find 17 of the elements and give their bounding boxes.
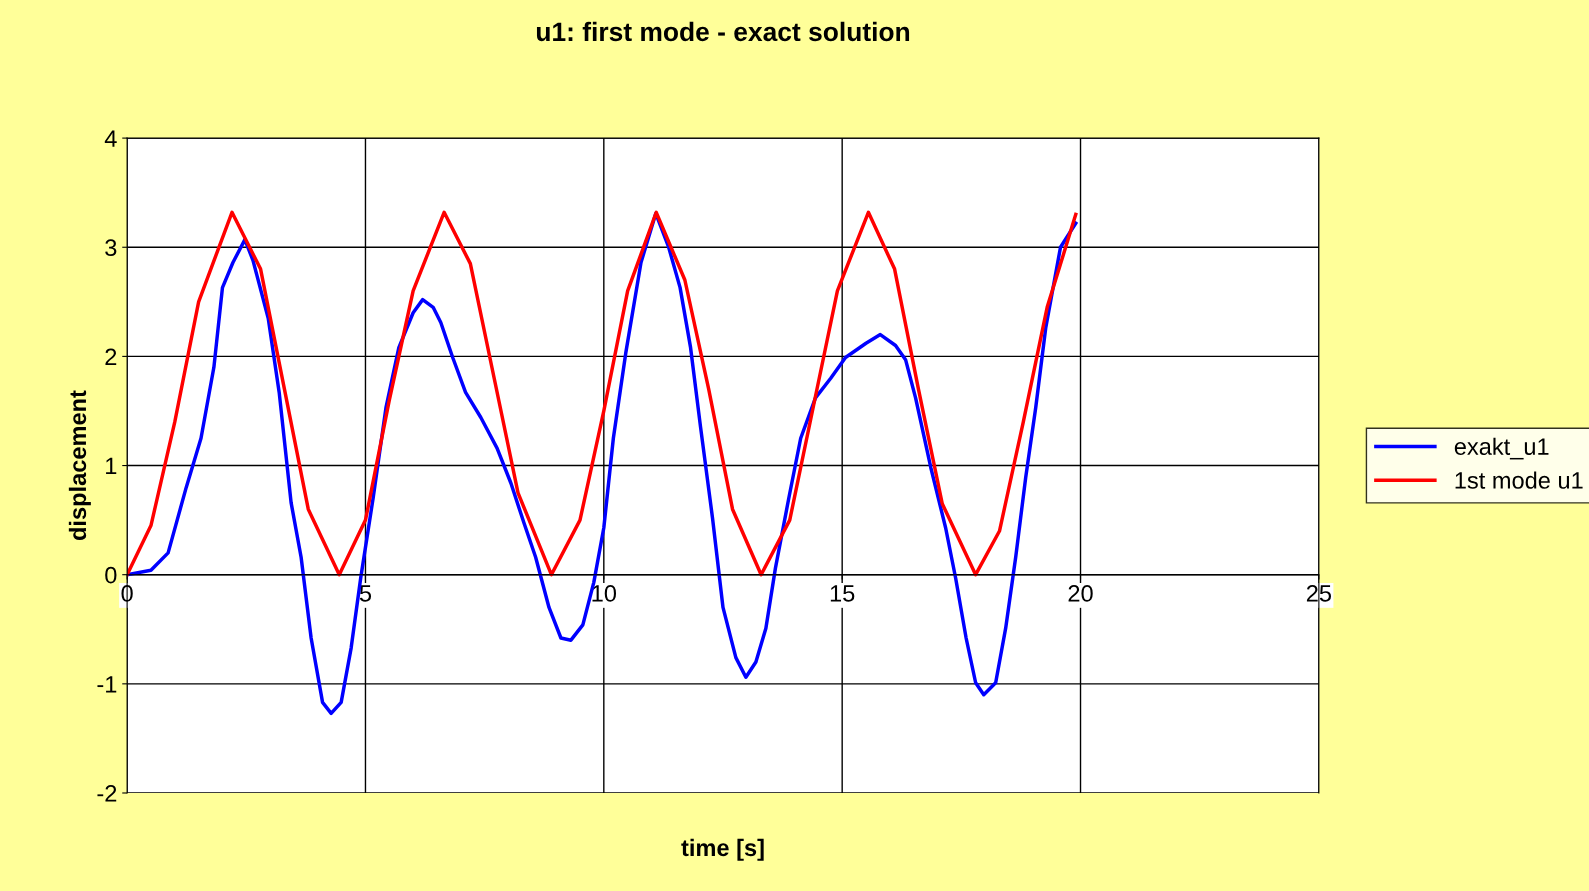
chart-title: u1: first mode - exact solution	[536, 21, 910, 42]
x-axis-title: time [s]	[681, 838, 764, 861]
x-tick-label: 20	[1068, 585, 1093, 602]
line-series	[127, 210, 1078, 577]
x-tick-label: 5	[359, 585, 372, 602]
y-tick-label: 2	[105, 348, 117, 365]
y-tick-label: 0	[105, 566, 117, 584]
legend-label: exakt_u1	[1454, 437, 1549, 460]
y-axis-title: displacement	[68, 390, 91, 541]
y-tick-label: -1	[97, 676, 117, 693]
y-tick-label: 4	[104, 130, 117, 147]
y-tick-label: 3	[105, 239, 117, 257]
x-tick-label: 15	[830, 585, 855, 602]
y-tick-label: 1	[106, 457, 117, 475]
x-tick-label: 10	[592, 585, 617, 602]
legend-label: 1st mode u1	[1455, 471, 1583, 489]
y-tick-label: -2	[97, 785, 117, 802]
